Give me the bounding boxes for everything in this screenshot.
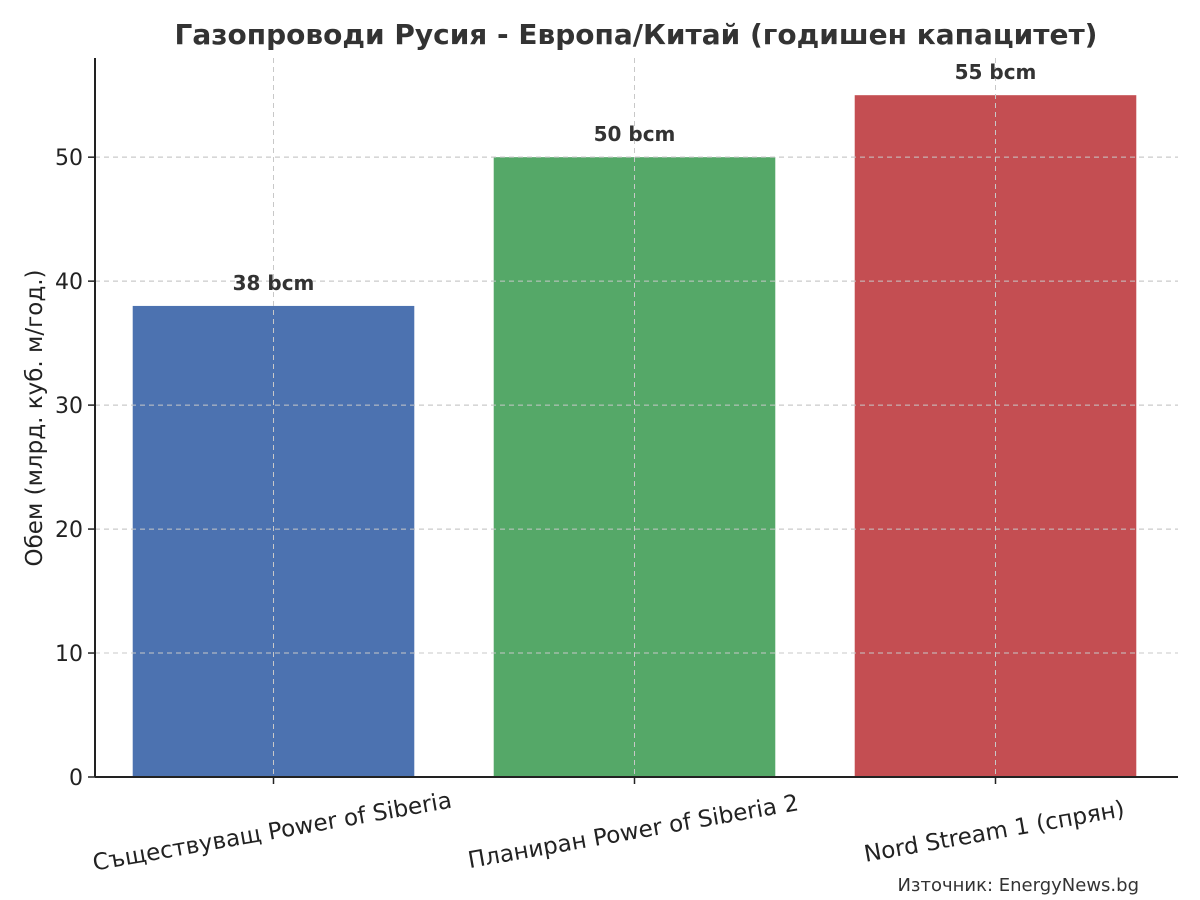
y-axis-label: Обем (млрд. куб. м/год.) [22,269,48,566]
y-tick-label: 0 [69,766,83,791]
bar-data-label: 38 bcm [233,271,315,295]
x-tick-label: Nord Stream 1 (спрян) [862,796,1126,867]
y-tick-label: 50 [55,146,83,171]
bar-data-label: 50 bcm [594,122,676,146]
x-tick-label: Съществуващ Power of Siberia [91,788,454,877]
source-note: Източник: EnergyNews.bg [897,875,1139,896]
y-tick-label: 40 [55,270,83,295]
bar-layer [95,58,1178,778]
chart-title: Газопроводи Русия - Европа/Китай (годише… [175,18,1098,51]
y-tick-label: 20 [55,518,83,543]
y-tick-label: 10 [55,642,83,667]
x-tick-label: Планиран Power of Siberia 2 [466,790,801,874]
label-layer: 38 bcm 50 bcm 55 bcm [233,60,1037,295]
y-tick-label: 30 [55,394,83,419]
bar-data-label: 55 bcm [955,60,1037,84]
